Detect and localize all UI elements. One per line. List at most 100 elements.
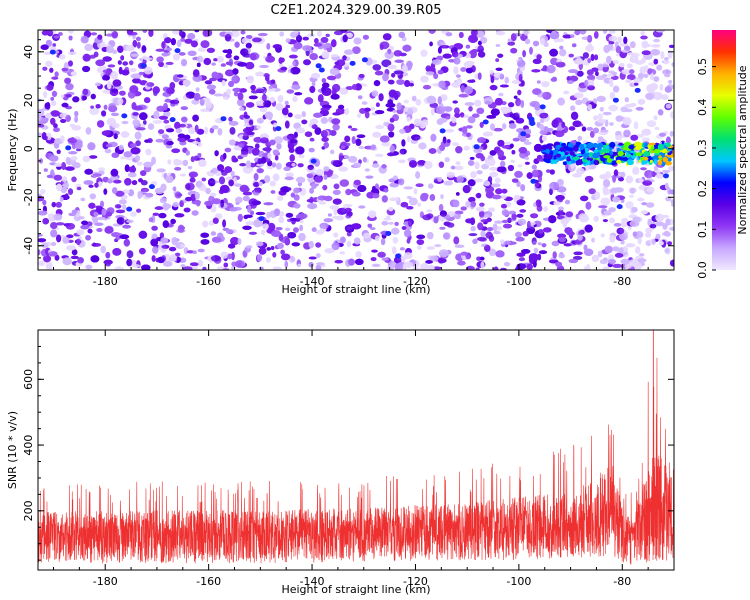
spectrogram-cell xyxy=(459,112,465,118)
spectrogram-cell xyxy=(593,215,599,222)
spectrogram-cell xyxy=(543,42,549,48)
spectrogram-cell xyxy=(245,102,255,108)
spectrogram-cell xyxy=(452,100,458,104)
spectrogram-cell xyxy=(635,106,644,111)
spectrogram-cell xyxy=(129,60,134,66)
spectrogram-cell xyxy=(315,169,325,176)
spectrogram-cell xyxy=(473,148,483,154)
spectrogram-cell xyxy=(43,91,48,98)
spectrogram-cell xyxy=(494,177,501,184)
spectrogram-cell xyxy=(228,81,235,87)
spectrogram-cell xyxy=(132,119,140,127)
spectrogram-cell xyxy=(101,110,107,117)
spectrogram-cell xyxy=(551,240,560,247)
spectrogram-cell xyxy=(460,67,467,72)
spectrogram-cell xyxy=(512,112,520,121)
spectrogram-cell xyxy=(473,178,484,183)
spectrogram-cell xyxy=(282,107,289,116)
spectrogram-cell xyxy=(431,107,435,116)
spectrogram-cell xyxy=(579,30,587,35)
spectrogram-cell xyxy=(70,71,77,76)
spectrogram-cell xyxy=(174,121,181,130)
spectrogram-cell xyxy=(394,92,399,101)
spectrogram-cell xyxy=(565,228,573,236)
spectrogram-cell xyxy=(479,210,485,218)
spectrogram-cell xyxy=(324,248,335,254)
spectrogram-cell xyxy=(454,210,464,215)
spectrogram-cell xyxy=(353,179,361,186)
spectrogram-cell xyxy=(650,44,661,48)
spectrogram-cell xyxy=(85,235,91,241)
spectrogram-cell xyxy=(458,93,469,98)
spectrogram-cell xyxy=(532,58,542,64)
spectrogram-cell xyxy=(460,85,466,93)
spectrogram-cell xyxy=(243,214,253,218)
spectrogram-cell xyxy=(529,46,533,55)
spectrogram-cell xyxy=(568,69,578,73)
spectrogram-cell xyxy=(175,128,182,134)
spectrogram-cell xyxy=(448,211,456,215)
spectrogram-cell xyxy=(70,156,78,161)
spectrogram-cell xyxy=(362,157,367,163)
spectrogram-cell xyxy=(104,148,112,154)
spectrogram-cell xyxy=(403,252,413,260)
spectrogram-cell xyxy=(575,99,583,106)
spectrogram-cell xyxy=(194,30,200,33)
spectrogram-cell xyxy=(593,115,598,121)
spectrogram-cell xyxy=(388,206,394,212)
spectrogram-cell xyxy=(84,168,93,175)
spectrogram-cell xyxy=(391,227,400,235)
spectrogram-cell xyxy=(181,116,188,123)
spectrogram-cell xyxy=(170,218,176,225)
spectrogram-cell xyxy=(88,155,98,159)
spectrogram-cell xyxy=(638,72,644,80)
spectrogram-cell xyxy=(102,56,112,62)
spectrogram-cell xyxy=(270,246,275,250)
spectrogram-cell xyxy=(615,115,624,122)
spectrogram-cell xyxy=(538,229,544,234)
spectrogram-cell xyxy=(210,231,217,236)
spectrogram-cell xyxy=(237,92,244,101)
spectrogram-cell xyxy=(479,202,485,207)
spectrogram-cell xyxy=(646,120,657,128)
spectrogram-cell xyxy=(200,108,210,112)
spectrogram-cell xyxy=(53,35,60,39)
spectrogram-cell xyxy=(406,195,412,200)
spectrogram-cell xyxy=(362,34,369,40)
spectrogram-cell xyxy=(433,216,439,224)
spectrogram-cell xyxy=(158,115,168,120)
spectrogram-cell xyxy=(68,30,74,34)
spectrogram-cell xyxy=(60,119,67,123)
spectrogram-cell xyxy=(666,136,671,145)
spectrogram-cell xyxy=(102,69,113,74)
spectrogram-cell xyxy=(119,199,127,205)
spectrogram-cell xyxy=(353,162,361,168)
spectrogram-cell xyxy=(254,143,260,149)
spectrogram-cell xyxy=(135,140,141,147)
spectrogram-cell xyxy=(62,257,72,266)
spectrogram-cell xyxy=(277,95,284,103)
spectrogram-cell xyxy=(215,213,223,219)
spectrogram-cell xyxy=(563,243,572,247)
spectrogram-cell xyxy=(399,52,407,57)
spectrogram-cell xyxy=(416,234,426,239)
spectrogram-cell xyxy=(468,196,476,203)
spectrogram-cell xyxy=(389,182,400,188)
spectrogram-cell xyxy=(396,102,402,110)
spectrogram-cell xyxy=(426,246,436,250)
spectrogram-cell xyxy=(474,99,482,107)
spectrogram-cell xyxy=(592,98,598,104)
spectrogram-cell xyxy=(174,213,185,218)
spectrogram-cell xyxy=(549,169,555,175)
spectrogram-cell xyxy=(493,230,501,235)
spectrogram-cell xyxy=(68,60,73,67)
spectrogram-cell xyxy=(169,99,180,105)
spectrogram-cell xyxy=(294,114,303,119)
spectrogram-cell xyxy=(532,88,542,95)
spectrogram-cell xyxy=(127,172,137,178)
spectrogram-cell xyxy=(669,226,674,231)
spectrogram-cell xyxy=(339,251,346,255)
spectrogram-cell xyxy=(112,248,122,256)
spectrogram-cell xyxy=(535,199,542,208)
spectrogram-cell xyxy=(242,225,252,230)
